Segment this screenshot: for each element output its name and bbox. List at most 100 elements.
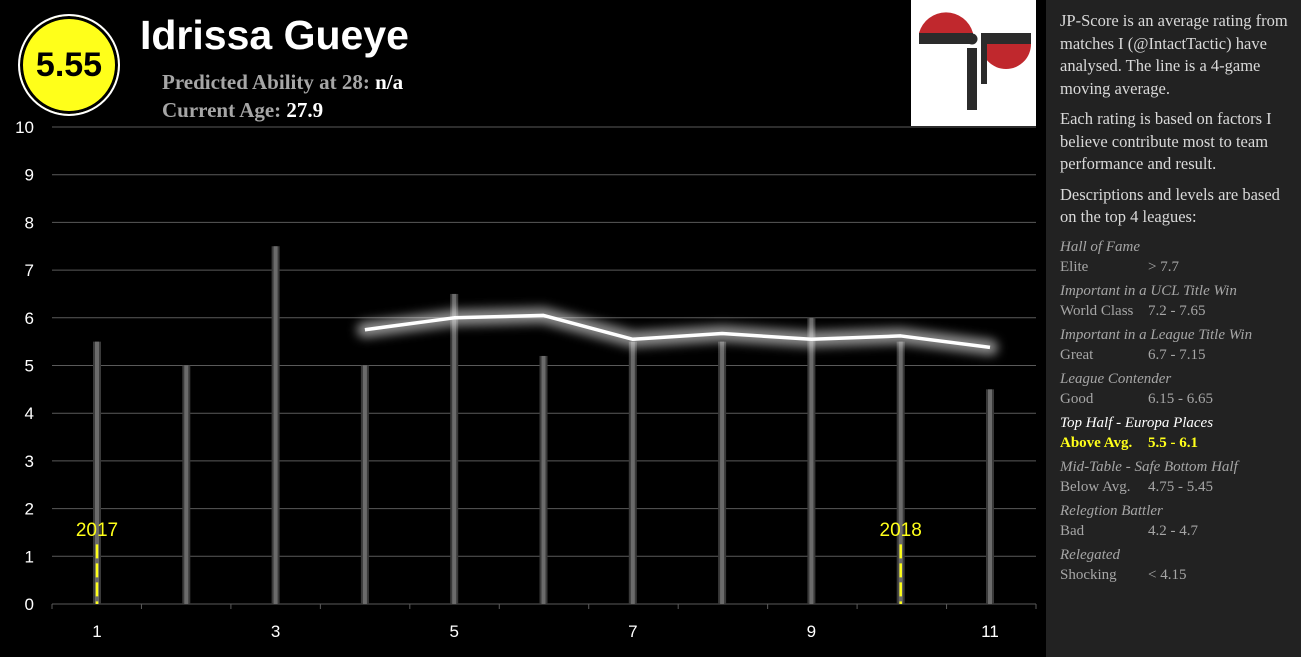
level-row: Below Avg. 4.75 - 5.45 xyxy=(1060,477,1301,497)
level-range: 5.5 - 6.1 xyxy=(1148,434,1198,451)
y-tick-label: 6 xyxy=(25,309,34,328)
moving-average-glow xyxy=(356,307,998,356)
bar xyxy=(896,341,905,604)
bar xyxy=(93,341,101,604)
x-tick-label: 11 xyxy=(981,622,999,641)
level-item: Relegtion Battler Bad 4.2 - 4.7 xyxy=(1060,501,1301,541)
x-tick-label: 1 xyxy=(92,622,101,641)
level-name: Elite xyxy=(1060,258,1089,275)
level-row: Elite > 7.7 xyxy=(1060,257,1301,277)
sidebar-intro: JP-Score is an average rating from match… xyxy=(1060,11,1288,98)
bar-core xyxy=(898,341,903,604)
x-axis-ticks: 1 3 5 7 9 11 xyxy=(51,604,1037,641)
current-age-label: Current Age: xyxy=(162,98,282,122)
score-badge: 5.55 xyxy=(18,14,120,116)
bar-core xyxy=(630,341,635,604)
level-title: Mid-Table - Safe Bottom Half xyxy=(1060,458,1238,475)
bar-core xyxy=(452,293,457,604)
bar-core xyxy=(809,317,814,604)
rating-chart: 0 1 2 3 4 5 6 7 8 9 10 2017 2018 1 3 5 7 9 11 xyxy=(15,118,1037,641)
bar-layer xyxy=(93,246,994,604)
predicted-ability-value: n/a xyxy=(375,70,404,94)
bar xyxy=(628,341,637,604)
level-item: Relegated Shocking < 4.15 xyxy=(1060,545,1301,585)
level-item: Hall of Fame Elite > 7.7 xyxy=(1060,237,1301,277)
level-range: 4.75 - 5.45 xyxy=(1148,478,1213,495)
level-name: Above Avg. xyxy=(1060,434,1133,451)
moving-average-line xyxy=(364,313,991,350)
level-list: Hall of Fame Elite > 7.7 Important in a UCL… xyxy=(1060,237,1301,585)
predicted-ability: Predicted Ability at 28: n/a xyxy=(162,70,403,95)
bar xyxy=(182,365,191,604)
level-title: League Contender xyxy=(1060,370,1172,387)
current-age: Current Age: 27.9 xyxy=(162,98,323,123)
level-title: Relegated xyxy=(1060,546,1120,563)
bar xyxy=(807,317,816,604)
y-tick-label: 9 xyxy=(25,166,34,185)
y-tick-label: 8 xyxy=(25,213,34,232)
level-row: World Class 7.2 - 7.65 xyxy=(1060,301,1301,321)
x-tick-label: 9 xyxy=(807,622,816,641)
level-name: Bad xyxy=(1060,522,1085,539)
year-marker-label: 2017 xyxy=(76,520,118,541)
level-name: World Class xyxy=(1060,302,1134,319)
bar-core xyxy=(95,341,99,604)
level-row: Good 6.15 - 6.65 xyxy=(1060,389,1301,409)
level-item: League Contender Good 6.15 - 6.65 xyxy=(1060,369,1301,409)
y-axis-ticks: 0 1 2 3 4 5 6 7 8 9 10 xyxy=(15,118,34,614)
level-range: < 4.15 xyxy=(1148,566,1187,583)
level-row: Bad 4.2 - 4.7 xyxy=(1060,521,1301,541)
y-tick-label: 10 xyxy=(15,118,34,137)
level-item: Mid-Table - Safe Bottom Half Below Avg. 4.… xyxy=(1060,457,1301,497)
level-row: Shocking < 4.15 xyxy=(1060,565,1301,585)
player-name: Idrissa Gueye xyxy=(140,12,409,58)
level-item: Important in a UCL Title Win World Class 7… xyxy=(1060,281,1301,321)
bar-core xyxy=(184,365,189,604)
level-range: > 7.7 xyxy=(1148,258,1179,275)
level-name: Shocking xyxy=(1060,566,1117,583)
bar-core xyxy=(988,389,992,604)
bar xyxy=(539,355,548,604)
moving-average-layer xyxy=(356,307,998,356)
level-title: Relegtion Battler xyxy=(1060,502,1163,519)
y-tick-label: 2 xyxy=(25,500,34,519)
y-tick-label: 1 xyxy=(25,547,34,566)
level-title: Important in a UCL Title Win xyxy=(1060,282,1237,299)
bar xyxy=(986,389,994,604)
level-title: Hall of Fame xyxy=(1060,238,1140,255)
sidebar-factors: Each rating is based on factors I believ… xyxy=(1060,109,1272,173)
year-marker-label: 2018 xyxy=(880,520,922,541)
y-tick-label: 5 xyxy=(25,357,34,376)
x-tick-label: 3 xyxy=(271,622,280,641)
level-item: Important in a League Title Win Great 6.7 … xyxy=(1060,325,1301,365)
y-tick-label: 0 xyxy=(25,595,34,614)
y-tick-label: 4 xyxy=(25,404,34,423)
y-tick-label: 7 xyxy=(25,261,34,280)
current-age-value: 27.9 xyxy=(286,98,324,122)
y-tick-label: 3 xyxy=(25,452,34,471)
bar xyxy=(450,293,459,604)
level-title: Important in a League Title Win xyxy=(1060,326,1253,343)
x-tick-label: 5 xyxy=(449,622,458,641)
x-tick-label: 7 xyxy=(628,622,637,641)
level-name: Below Avg. xyxy=(1060,478,1131,495)
jp-logo xyxy=(911,0,1036,126)
year-markers: 2017 2018 xyxy=(76,520,922,604)
predicted-ability-label: Predicted Ability at 28: xyxy=(162,70,370,94)
bar-core xyxy=(541,355,546,604)
bar xyxy=(718,341,727,604)
level-range: 6.7 - 7.15 xyxy=(1148,346,1206,363)
level-range: 7.2 - 7.65 xyxy=(1148,302,1206,319)
level-name: Great xyxy=(1060,346,1094,363)
bar-core xyxy=(362,365,367,604)
bar-core xyxy=(720,341,725,604)
level-name: Good xyxy=(1060,390,1094,407)
bar xyxy=(360,365,369,604)
sidebar-levels-intro: Descriptions and levels are based on the… xyxy=(1060,184,1280,227)
info-sidebar: JP-Score is an average rating from match… xyxy=(1046,0,1301,657)
level-title: Top Half - Europa Places xyxy=(1060,414,1214,431)
level-range: 4.2 - 4.7 xyxy=(1148,522,1198,539)
bar-core xyxy=(273,246,278,604)
level-item: Top Half - Europa Places Above Avg. 5.5 - … xyxy=(1060,413,1301,453)
level-row: Great 6.7 - 7.15 xyxy=(1060,345,1301,365)
